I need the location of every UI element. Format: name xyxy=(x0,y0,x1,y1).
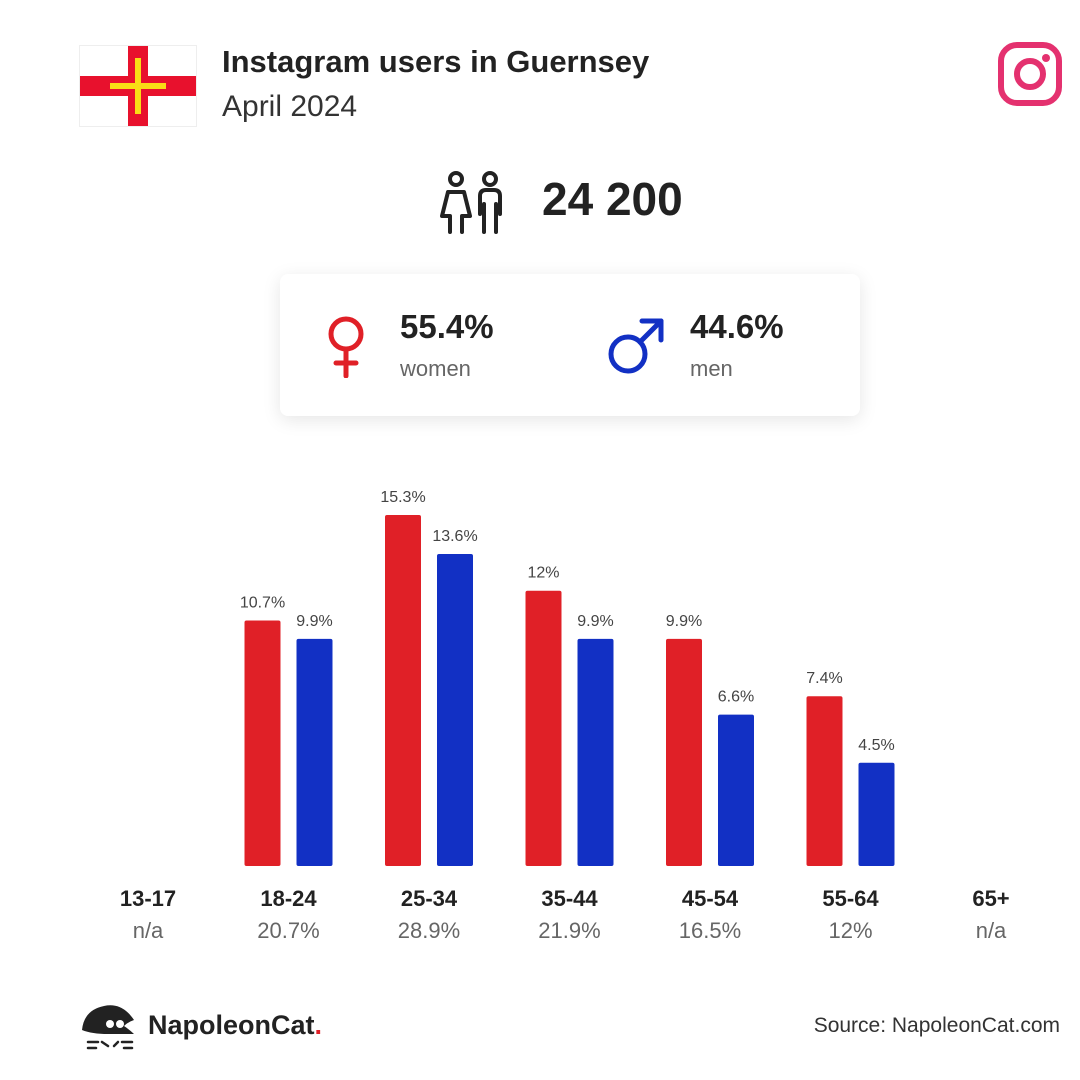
chart-subtitle: April 2024 xyxy=(222,90,358,123)
bar-value-label: 12% xyxy=(527,565,559,582)
instagram-icon xyxy=(998,42,1062,106)
men-label: men xyxy=(690,356,733,381)
age-group-label: 65+ xyxy=(972,886,1009,911)
bar-value-label: 4.5% xyxy=(858,737,894,754)
bar-35-44-series-0 xyxy=(525,590,562,866)
age-group-total: 12% xyxy=(828,918,872,943)
bar-value-label: 9.9% xyxy=(666,613,702,630)
bar-18-24-series-0 xyxy=(244,620,281,866)
age-group-total: 21.9% xyxy=(538,918,600,943)
age-group-label: 45-54 xyxy=(682,886,739,911)
bar-25-34-series-0 xyxy=(385,515,421,866)
users-icon xyxy=(440,171,502,234)
male-icon xyxy=(608,318,664,374)
age-group-label: 18-24 xyxy=(260,886,317,911)
bar-45-54-series-0 xyxy=(666,638,702,866)
age-group-label: 55-64 xyxy=(822,886,879,911)
age-group-total: 20.7% xyxy=(257,918,319,943)
bar-value-label: 9.9% xyxy=(296,613,332,630)
bar-value-label: 13.6% xyxy=(432,528,477,545)
age-group-label: 25-34 xyxy=(401,886,458,911)
bar-value-label: 15.3% xyxy=(380,489,425,506)
bar-25-34-series-1 xyxy=(437,554,473,866)
bar-18-24-series-1 xyxy=(296,638,333,866)
age-group-total: 16.5% xyxy=(679,918,741,943)
bar-55-64-series-0 xyxy=(806,696,843,866)
bar-value-label: 10.7% xyxy=(240,595,285,612)
chart-title: Instagram users in Guernsey xyxy=(222,44,650,79)
source-credit: Source: NapoleonCat.com xyxy=(813,1014,1060,1037)
female-icon xyxy=(328,316,364,378)
bar-55-64-series-1 xyxy=(858,762,895,866)
age-group-label: 13-17 xyxy=(120,886,176,911)
bar-value-label: 9.9% xyxy=(577,613,613,630)
age-group-total: n/a xyxy=(133,918,164,943)
bar-value-label: 6.6% xyxy=(718,689,754,706)
napoleoncat-logo-icon xyxy=(82,1005,134,1050)
age-group-total: n/a xyxy=(976,918,1007,943)
gender-split-card: 55.4% women 44.6% men xyxy=(280,274,860,416)
bar-45-54-series-1 xyxy=(718,714,754,866)
women-percentage: 55.4% xyxy=(400,308,494,345)
age-group-label: 35-44 xyxy=(541,886,598,911)
total-users: 24 200 xyxy=(542,173,683,225)
women-label: women xyxy=(400,356,471,381)
bar-35-44-series-1 xyxy=(577,638,614,866)
age-group-total: 28.9% xyxy=(398,918,460,943)
bar-value-label: 7.4% xyxy=(806,670,842,687)
men-percentage: 44.6% xyxy=(690,308,784,345)
guernsey-flag xyxy=(80,46,196,126)
brand-name: NapoleonCat. xyxy=(148,1010,323,1040)
